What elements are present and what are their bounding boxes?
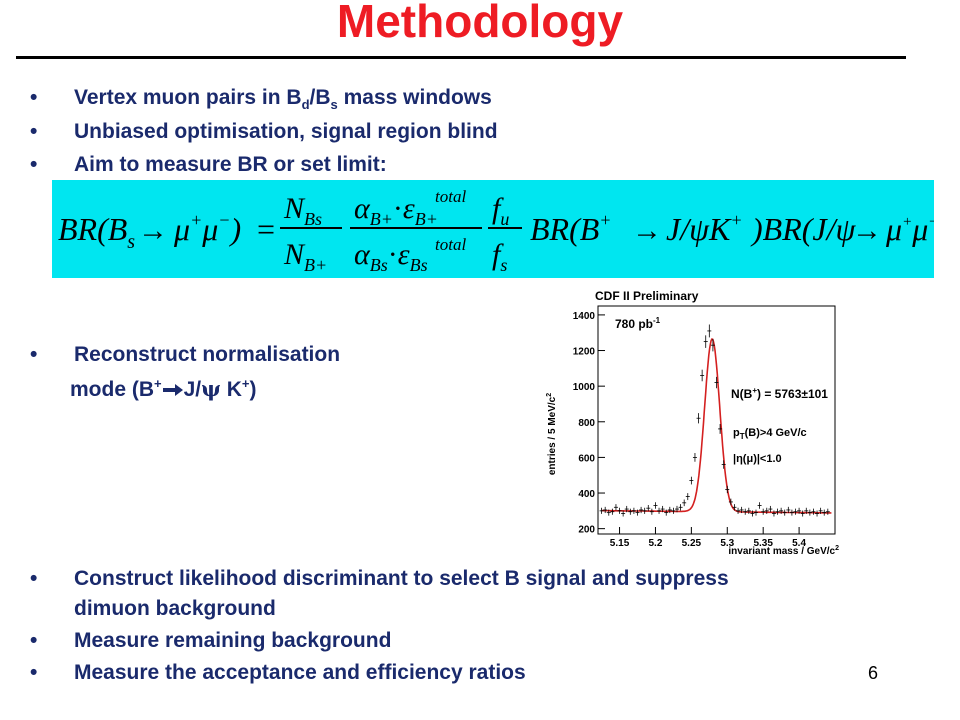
y-tick-label: 1200 — [573, 347, 596, 358]
x-tick-label: 5.35 — [753, 538, 773, 549]
bullet-text-post: mass windows — [337, 86, 492, 109]
numerator-fu: fu — [492, 192, 509, 229]
bullet-marker: • — [30, 153, 38, 176]
formula-mu-pair-2: μ+μ−) — [885, 211, 934, 247]
plot-luminosity: 780 pb-1 — [615, 316, 661, 331]
plot-ylabel: entries / 5 MeV/c2 — [546, 393, 558, 475]
bullet-text: Construct likelihood discriminant to sel… — [74, 567, 729, 590]
formula-box: BR(Bs → μ+μ−) = NBs NB+ αB+·εB+ total αB… — [52, 180, 934, 278]
fit-curve — [601, 338, 832, 514]
bullet-text: Measure the acceptance and efficiency ra… — [74, 661, 526, 684]
bullet-marker: • — [30, 343, 38, 366]
bullet-text: Measure remaining background — [74, 629, 392, 652]
bullet-marker: • — [30, 661, 38, 684]
plot-xlabel: invariant mass / GeV/c2 — [728, 545, 839, 556]
bullet-text: Reconstruct normalisation — [74, 343, 341, 366]
bullet-marker: • — [30, 629, 38, 652]
y-tick-label: 800 — [578, 418, 595, 429]
plot-yield: N(B+) = 5763±101 — [731, 386, 828, 401]
y-tick-label: 400 — [578, 489, 595, 500]
numerator-n-bs: NBs — [283, 192, 322, 229]
x-tick-label: 5.25 — [682, 538, 702, 549]
formula-jpsi-k: J/ψK+ — [666, 210, 742, 247]
formula-svg: BR(Bs → μ+μ−) = NBs NB+ αB+·εB+ total αB… — [58, 187, 934, 275]
formula-lhs: BR(Bs — [58, 211, 135, 253]
y-tick-label: 200 — [578, 525, 595, 536]
x-tick-label: 5.15 — [610, 538, 630, 549]
slide-title: Methodology — [336, 0, 624, 47]
numerator-alpha-eps: αB+·εB+ — [354, 192, 438, 229]
bullet-text-continued: dimuon background — [74, 597, 276, 620]
denominator-n-bplus: NB+ — [283, 238, 327, 275]
x-tick-label: 5.3 — [720, 538, 734, 549]
plot-title: CDF II Preliminary — [595, 289, 699, 303]
title-divider — [16, 56, 906, 59]
bullet-text-mid: /B — [309, 86, 331, 109]
denominator-total: total — [435, 235, 466, 254]
formula-arrow-2: → — [632, 214, 662, 247]
formula-equals: = — [257, 211, 275, 247]
x-tick-label: 5.4 — [792, 538, 806, 549]
mass-plot-svg: CDF II Preliminary 780 pb-1 N(B+) = 5763… — [546, 289, 839, 557]
formula-arrow-3: → — [852, 214, 882, 247]
mass-plot: CDF II Preliminary 780 pb-1 N(B+) = 5763… — [543, 286, 840, 557]
plot-frame — [597, 305, 836, 535]
plot-eta-cut: |η(μ)|<1.0 — [733, 453, 782, 465]
denominator-fs: fs — [492, 238, 507, 275]
y-tick-label: 1000 — [573, 382, 596, 393]
bullet-marker: • — [30, 120, 38, 143]
bullet-text: Unbiased optimisation, signal region bli… — [74, 120, 498, 143]
y-tick-label: 600 — [578, 453, 595, 464]
plot-axes: 200 400 600 800 1000 1200 1400 5.15 5.2 5.25 5.3 5.… — [573, 305, 836, 549]
subscript-s: s — [330, 97, 338, 113]
subscript-d: d — [301, 97, 310, 113]
bullet-text: Aim to measure BR or set limit: — [74, 153, 387, 176]
plot-pt-cut: pT(B)>4 GeV/c — [733, 427, 807, 441]
x-tick-label: 5.2 — [649, 538, 663, 549]
formula-br-bplus: BR(B+ — [530, 210, 611, 247]
denominator-alpha-eps: αBs·εBs — [354, 238, 428, 275]
formula-br-jpsi: )BR(J/ψ — [750, 211, 857, 247]
arrow-icon — [162, 379, 184, 396]
plot-data — [599, 324, 832, 517]
bullet-text: Vertex muon pairs in B — [74, 86, 302, 109]
normalisation-mode: mode (B+ J/ψ K+) — [70, 376, 257, 401]
page-number: 6 — [868, 663, 879, 683]
bullet-marker: • — [30, 567, 38, 590]
y-tick-label: 1400 — [573, 311, 596, 322]
numerator-total: total — [435, 187, 466, 206]
formula-arrow-1: → — [138, 214, 168, 247]
bullet-marker: • — [30, 86, 38, 109]
formula-mu-pair-1: μ+μ−) — [173, 210, 241, 247]
